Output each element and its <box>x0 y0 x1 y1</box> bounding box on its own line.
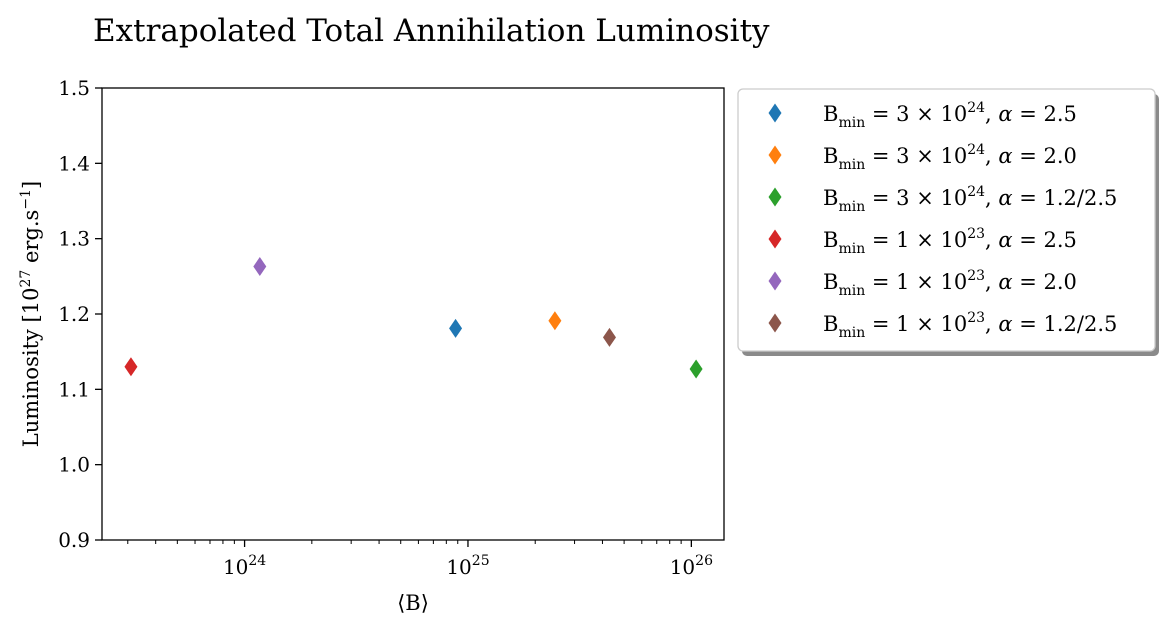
y-tick-label: 1.4 <box>58 151 90 175</box>
data-point-4 <box>124 357 138 377</box>
axes-frame <box>101 87 725 541</box>
data-point-6 <box>602 327 616 347</box>
legend: Bmin = 3 × 1024, α = 2.5 Bmin = 3 × 1024,… <box>737 88 1156 352</box>
legend-label-4: Bmin = 1 × 1023, α = 2.5 <box>823 226 1077 257</box>
x-tick-label: 1024 <box>223 553 266 579</box>
data-point-5 <box>253 257 267 277</box>
legend-marker-1 <box>768 103 782 123</box>
data-point-2 <box>548 311 562 331</box>
legend-marker-3 <box>768 187 782 207</box>
legend-marker-4 <box>768 229 782 249</box>
data-point-3 <box>689 359 703 379</box>
y-axis: 0.9 1.0 1.1 1.2 1.3 1.4 1.5 <box>58 76 102 552</box>
legend-marker-6 <box>768 313 782 333</box>
legend-box <box>737 88 1156 352</box>
y-tick-label: 0.9 <box>58 528 90 552</box>
legend-marker-5 <box>768 271 782 291</box>
x-axis-label: ⟨B⟩ <box>397 591 429 615</box>
y-tick-label: 1.3 <box>58 227 90 251</box>
y-tick-label: 1.2 <box>58 302 90 326</box>
legend-label-6: Bmin = 1 × 1023, α = 1.2/2.5 <box>823 310 1117 341</box>
legend-marker-2 <box>768 145 782 165</box>
x-axis: 1024 1025 1026 <box>127 540 713 579</box>
y-tick-label: 1.0 <box>58 453 90 477</box>
plot-area: 0.9 1.0 1.1 1.2 1.3 1.4 1.5 1024 1025 1026 <box>58 76 725 579</box>
legend-label-2: Bmin = 3 × 1024, α = 2.0 <box>823 142 1077 173</box>
legend-label-5: Bmin = 1 × 1023, α = 2.0 <box>823 268 1077 299</box>
x-tick-label: 1025 <box>446 553 489 579</box>
y-tick-label: 1.1 <box>58 377 90 401</box>
legend-label-1: Bmin = 3 × 1024, α = 2.5 <box>823 100 1077 131</box>
legend-items: Bmin = 3 × 1024, α = 2.5 Bmin = 3 × 1024,… <box>768 100 1117 341</box>
data-point-1 <box>449 318 463 338</box>
x-tick-label: 1026 <box>670 553 713 579</box>
legend-label-3: Bmin = 3 × 1024, α = 1.2/2.5 <box>823 184 1117 215</box>
y-tick-label: 1.5 <box>58 76 90 100</box>
data-points <box>124 257 703 379</box>
y-axis-label: Luminosity [1027 erg.s−1] <box>18 181 43 447</box>
chart-title: Extrapolated Total Annihilation Luminosi… <box>93 13 770 49</box>
